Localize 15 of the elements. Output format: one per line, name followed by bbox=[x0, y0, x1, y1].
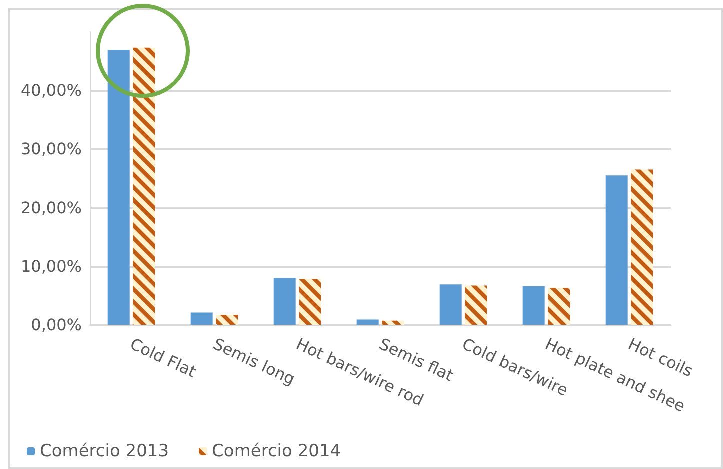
x-tick-label: Cold Flat bbox=[127, 334, 200, 382]
bar bbox=[274, 278, 296, 325]
legend-label: Comércio 2013 bbox=[40, 442, 170, 462]
bar bbox=[108, 50, 130, 325]
y-tick-label: 20,00% bbox=[20, 198, 82, 218]
bar bbox=[440, 284, 462, 325]
y-tick-label: 10,00% bbox=[20, 256, 82, 276]
y-tick-label: 0,00% bbox=[31, 316, 82, 334]
bar bbox=[356, 320, 379, 325]
y-tick-label: 30,00% bbox=[20, 140, 82, 159]
bar bbox=[190, 312, 213, 325]
bar bbox=[522, 286, 545, 325]
bar bbox=[606, 176, 628, 325]
legend-label: Comércio 2014 bbox=[212, 442, 342, 462]
y-tick-label: 40,00% bbox=[20, 81, 82, 100]
